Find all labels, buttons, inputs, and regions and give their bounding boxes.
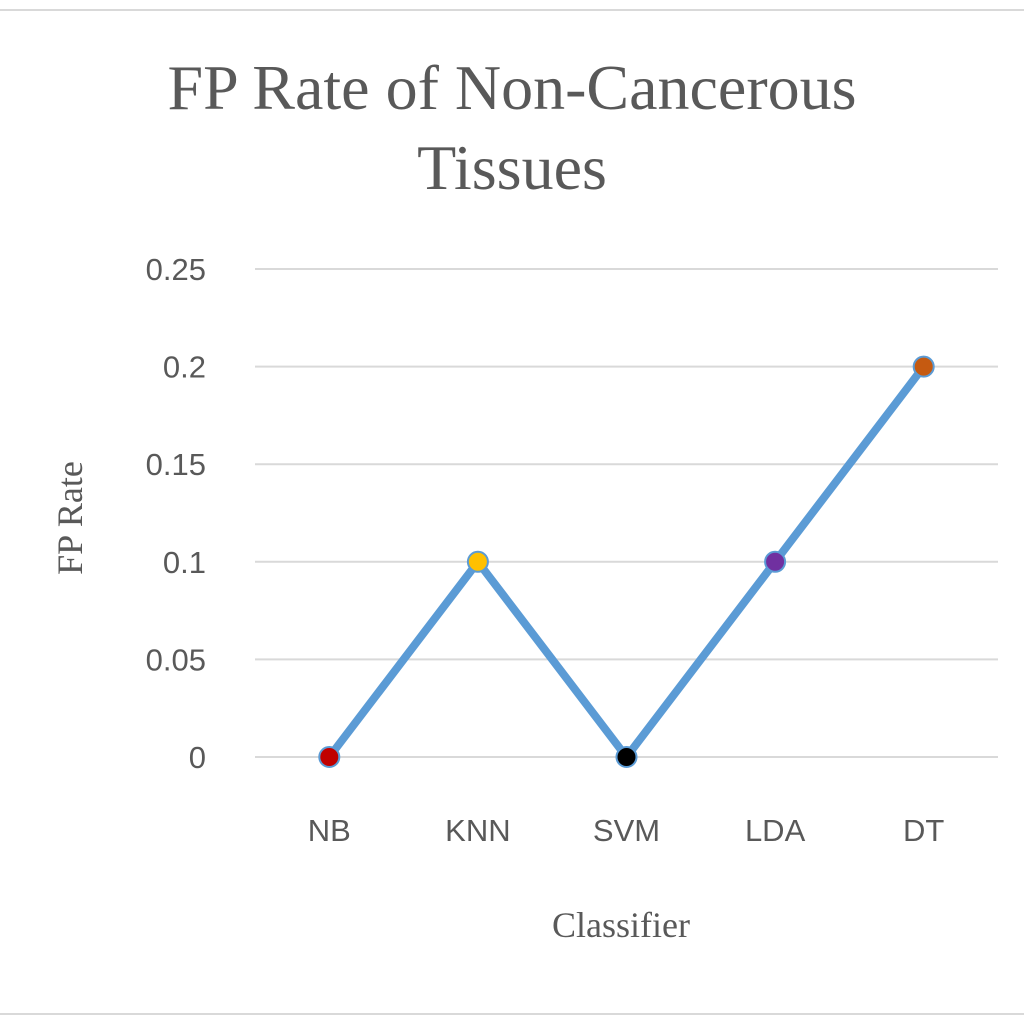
x-tick-labels: NB KNN SVM LDA DT [308,813,945,848]
x-axis-title: Classifier [552,905,690,945]
data-point-knn [466,550,489,573]
gridlines [255,268,998,758]
chart-title-line-2: Tissues [417,132,607,203]
chart-title: FP Rate of Non-Cancerous Tissues [0,48,1024,208]
x-tick-label: SVM [593,813,660,848]
y-tick-label: 0.1 [163,545,206,580]
y-axis-title: FP Rate [50,461,90,575]
data-point-nb [318,746,341,768]
x-tick-label: KNN [445,813,510,848]
y-tick-label: 0.25 [146,252,206,287]
top-border [0,9,1024,11]
x-tick-label: LDA [745,813,806,848]
y-tick-label: 0.2 [163,350,206,385]
data-point-svm [615,746,638,768]
series-markers [318,355,935,768]
y-tick-label: 0.15 [146,447,206,482]
x-tick-label: DT [903,813,944,848]
data-point-lda [764,550,787,573]
chart-title-line-1: FP Rate of Non-Cancerous [167,52,857,123]
bottom-border [0,1013,1024,1015]
y-tick-labels: 0 0.05 0.1 0.15 0.2 0.25 [146,252,206,775]
y-tick-label: 0.05 [146,642,206,677]
x-tick-label: NB [308,813,351,848]
y-tick-label: 0 [189,740,206,775]
data-point-dt [912,355,935,378]
